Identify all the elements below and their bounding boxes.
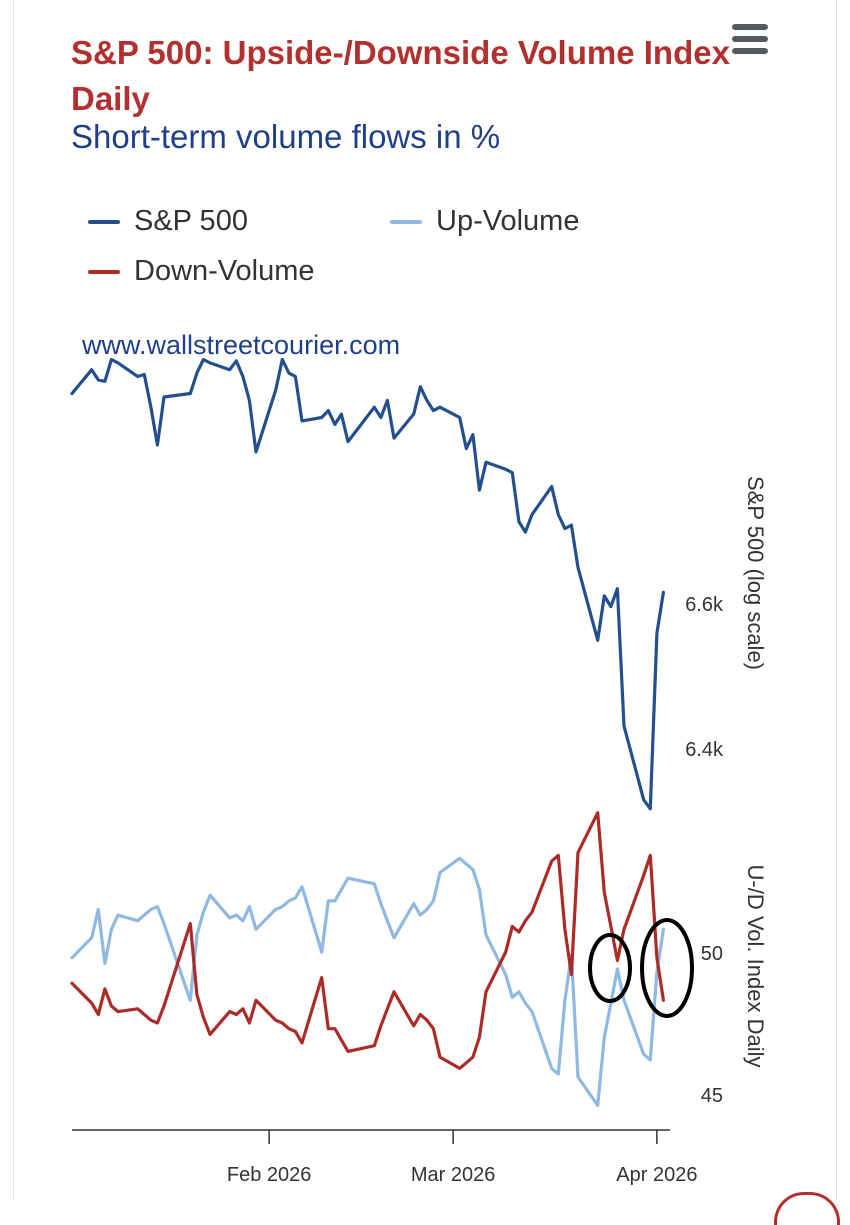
annotations — [588, 918, 694, 1018]
x-tick-label: Feb 2026 — [227, 1164, 312, 1186]
price-panel: 6.6k 6.4k S&P 500 (log scale) — [70, 357, 768, 811]
legend-item-down-volume[interactable]: Down-Volume — [88, 255, 315, 288]
legend-label-down-volume: Down-Volume — [134, 255, 315, 287]
watermark-text: www.wallstreetcourier.com — [82, 330, 401, 360]
chart-subtitle: Short-term volume flows in % — [71, 118, 501, 155]
volume-tick-label: 45 — [701, 1085, 723, 1107]
legend-label-up-volume: Up-Volume — [436, 205, 580, 237]
price-axis-title: S&P 500 (log scale) — [743, 476, 768, 670]
annotation-ellipse — [640, 918, 694, 1018]
x-tick-label: Apr 2026 — [616, 1164, 697, 1186]
legend-swatch-up-volume — [390, 219, 422, 224]
chart-canvas: 6.6k 6.4k S&P 500 (log scale) 50 45 U-/D Vol… — [70, 357, 768, 1186]
x-tick-label: Mar 2026 — [411, 1164, 496, 1186]
price-tick-label: 6.6k — [685, 594, 724, 616]
hamburger-menu-icon[interactable] — [728, 22, 770, 56]
chart-title: S&P 500: Upside-/Downside Volume Index D… — [71, 34, 730, 117]
legend-swatch-down-volume — [88, 269, 120, 274]
x-axis: Feb 2026 Mar 2026 Apr 2026 — [72, 1129, 697, 1186]
right-frame-border — [836, 0, 837, 1200]
sp500-line[interactable] — [70, 357, 666, 811]
left-frame-border — [13, 0, 14, 1200]
annotation-ellipse — [588, 933, 632, 1003]
volume-panel: 50 45 U-/D Vol. Index Daily — [70, 811, 768, 1108]
price-tick-label: 6.4k — [685, 739, 724, 761]
down-volume-line[interactable] — [70, 811, 666, 1071]
legend-item-sp500[interactable]: S&P 500 — [88, 205, 248, 238]
legend-item-up-volume[interactable]: Up-Volume — [390, 205, 579, 238]
volume-axis-title: U-/D Vol. Index Daily — [743, 865, 768, 1068]
volume-tick-label: 50 — [701, 943, 723, 965]
legend-label-sp500: S&P 500 — [134, 205, 248, 237]
legend-swatch-sp500 — [88, 219, 120, 224]
